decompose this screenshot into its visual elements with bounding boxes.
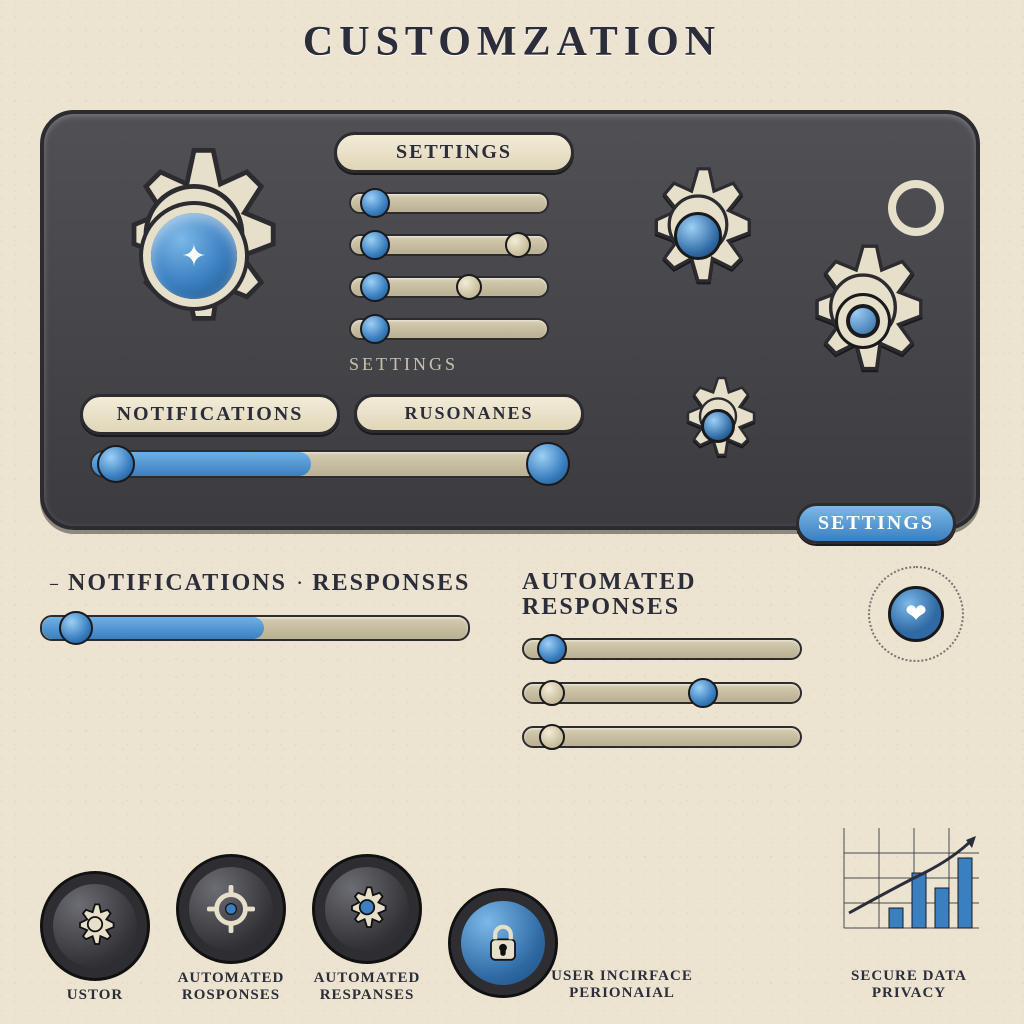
secure-data-chart: [834, 818, 984, 938]
auto-slider-1[interactable]: [522, 638, 802, 660]
settings-button-2[interactable]: SETTINGS: [796, 503, 956, 544]
auto-slider-3[interactable]: [522, 726, 802, 748]
responses-button[interactable]: RUSONANES: [354, 394, 584, 433]
responses-title: RESPONSES: [312, 570, 470, 597]
automated-responses-title: AUTOMATED RESPONSES: [522, 570, 782, 620]
panel-slider-2[interactable]: [349, 234, 549, 256]
icon-caption: AUTOMATED RESPANSES: [312, 970, 422, 1005]
notifications-title: NOTIFICATIONS: [68, 570, 287, 597]
gear-icon[interactable]: [312, 854, 422, 964]
ui-personal-caption: USER INCIRFACE PERIONAIAL: [522, 968, 722, 1003]
gear-icon[interactable]: [176, 854, 286, 964]
automated-responses-section: AUTOMATED RESPONSES ❤: [522, 570, 984, 1004]
heart-icon[interactable]: ❤: [868, 566, 964, 662]
icon-caption: AUTOMATED ROSPONSES: [176, 970, 286, 1005]
panel-main-knob[interactable]: ✦: [151, 213, 237, 299]
notifications-button[interactable]: NOTIFICATIONS: [80, 394, 340, 435]
notifications-section: – NOTIFICATIONS · RESPONSES USTOR: [40, 570, 502, 1004]
panel-slider-3[interactable]: [349, 276, 549, 298]
panel-mid-label: SETTINGS: [349, 354, 458, 375]
panel-slider-4[interactable]: [349, 318, 549, 340]
settings-panel: ✦ SETTINGS SETTINGS NOTIFICATIONS RUSONA…: [40, 110, 980, 530]
settings-button[interactable]: SETTINGS: [334, 132, 574, 173]
panel-slider-big[interactable]: [90, 450, 550, 478]
panel-slider-1[interactable]: [349, 192, 549, 214]
gear-icon: ✦: [74, 136, 314, 376]
page-title: CUSTOMZATION: [303, 18, 721, 66]
notifications-slider[interactable]: [40, 615, 470, 641]
gear-icon[interactable]: [40, 871, 150, 981]
icon-caption: USTOR: [67, 987, 123, 1004]
auto-slider-2[interactable]: [522, 682, 802, 704]
knob-icon[interactable]: [788, 150, 832, 194]
knob-icon[interactable]: [888, 180, 944, 236]
gear-cluster: [588, 126, 958, 506]
secure-data-caption: SECURE DATA PRIVACY: [834, 968, 984, 1003]
